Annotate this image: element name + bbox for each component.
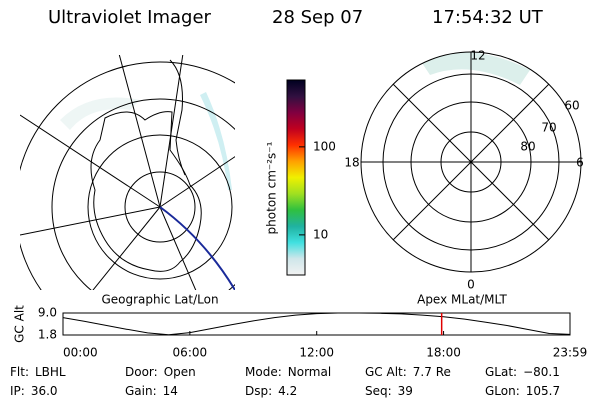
status-label: Gain: (125, 384, 157, 398)
orbit-ylabel: GC Alt (13, 305, 27, 343)
title: Ultraviolet Imager (48, 7, 212, 28)
status-value: 36.0 (31, 384, 58, 398)
y-tick-label: 9.0 (38, 306, 57, 320)
status-item: GLat: −80.1 (485, 365, 560, 379)
status-item: Gain: 14 (125, 384, 178, 398)
status-item: Dsp: 4.2 (245, 384, 297, 398)
geo-map (20, 55, 235, 290)
status-value: LBHL (35, 365, 66, 379)
status-value: Normal (288, 365, 331, 379)
time: 17:54:32 UT (432, 7, 544, 28)
status-item: GC Alt: 7.7 Re (365, 365, 451, 379)
status-label: GLat: (485, 365, 517, 379)
colorbar-label: photon cm⁻²s⁻¹ (265, 141, 279, 234)
map-label: Apex MLat/MLT (417, 293, 507, 307)
x-tick-label: 00:00 (63, 346, 98, 360)
x-tick-label: 23:59 (553, 346, 588, 360)
status-label: Door: (125, 365, 158, 379)
status-item: IP: 36.0 (10, 384, 58, 398)
status-value: 39 (398, 384, 413, 398)
polar-plot: 12 18 6 0 60 70 80 (344, 49, 583, 292)
x-tick-label: 06:00 (173, 346, 208, 360)
status-label: GLon: (485, 384, 520, 398)
y-tick-label: 1.8 (38, 328, 57, 342)
mlt-label: 18 (344, 156, 359, 170)
status-value: 105.7 (526, 384, 560, 398)
status-item: Seq: 39 (365, 384, 413, 398)
status-item: Flt: LBHL (10, 365, 66, 379)
status-label: Flt: (10, 365, 29, 379)
status-value: 14 (163, 384, 178, 398)
status-item: Mode: Normal (245, 365, 331, 379)
status-value: 7.7 Re (413, 365, 451, 379)
mlt-label: 12 (470, 49, 485, 63)
status-label: Dsp: (245, 384, 272, 398)
map-label: Geographic Lat/Lon (101, 293, 218, 307)
colorbar-tick-label: 100 (313, 139, 336, 153)
x-tick-label: 18:00 (426, 346, 461, 360)
x-tick-label: 12:00 (299, 346, 334, 360)
status-value: Open (164, 365, 196, 379)
status-item: Door: Open (125, 365, 196, 379)
lat-label: 70 (541, 121, 556, 135)
colorbar (286, 79, 306, 276)
date: 28 Sep 07 (272, 7, 363, 28)
status-label: GC Alt: (365, 365, 407, 379)
status-value: 4.2 (278, 384, 297, 398)
mlt-label: 0 (467, 278, 475, 292)
status-label: IP: (10, 384, 25, 398)
status-item: GLon: 105.7 (485, 384, 560, 398)
lat-label: 60 (564, 99, 579, 113)
orbit-curve (62, 312, 571, 336)
mlt-label: 6 (576, 156, 584, 170)
status-label: Seq: (365, 384, 392, 398)
status-value: −80.1 (523, 365, 560, 379)
lat-label: 80 (520, 140, 535, 154)
colorbar-tick-label: 10 (313, 227, 328, 241)
status-label: Mode: (245, 365, 282, 379)
